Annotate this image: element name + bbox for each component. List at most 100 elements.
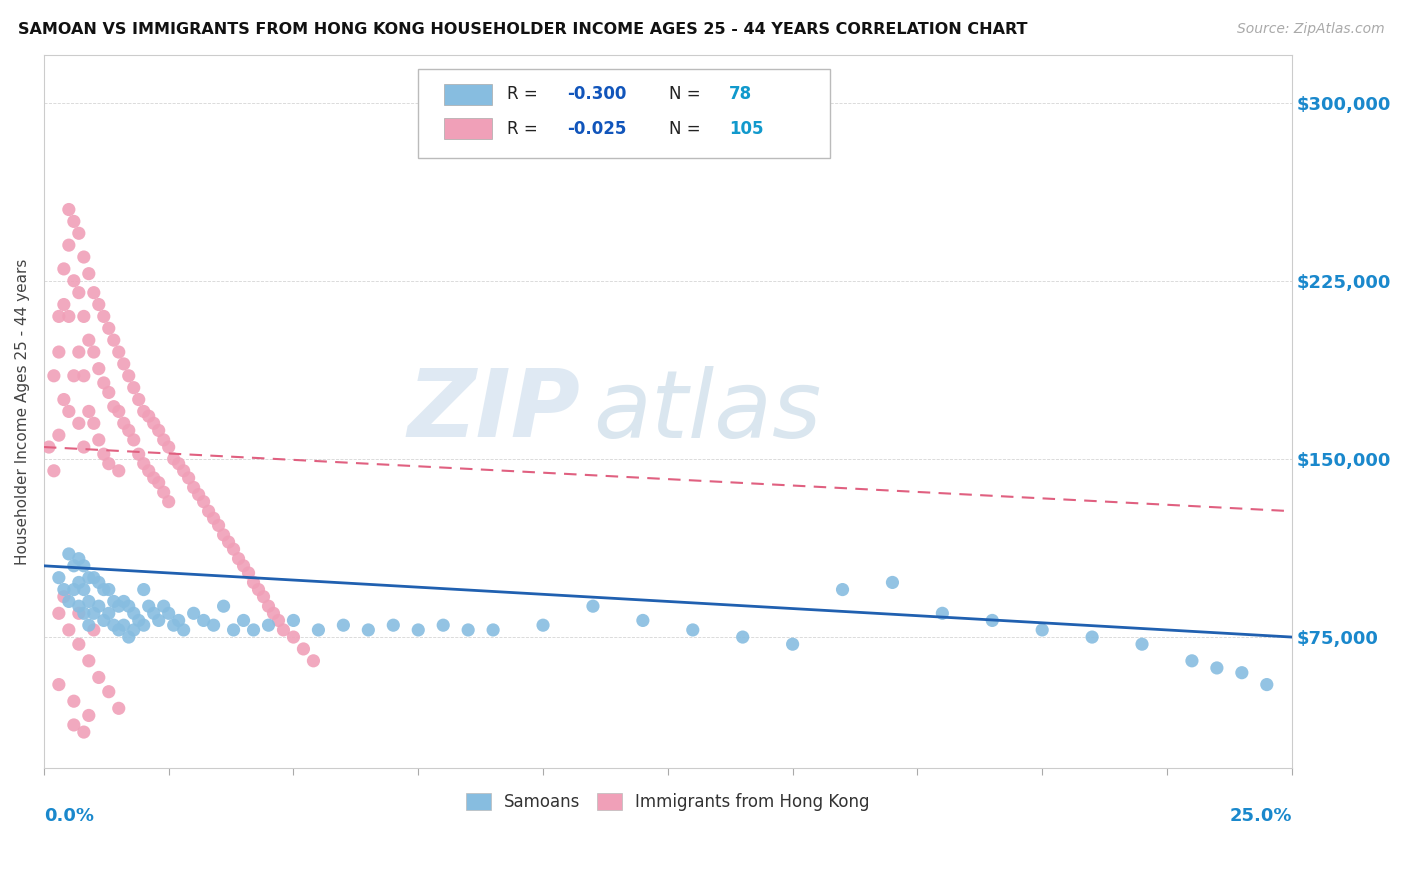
Point xyxy=(58,238,80,252)
Point xyxy=(457,623,479,637)
Point xyxy=(77,594,100,608)
Point xyxy=(67,345,90,359)
Point xyxy=(197,504,219,518)
Point xyxy=(103,400,125,414)
Point xyxy=(1181,654,1204,668)
Point xyxy=(63,274,86,288)
Point xyxy=(183,607,205,621)
Text: 0.0%: 0.0% xyxy=(44,807,94,825)
Point xyxy=(52,392,75,407)
Point xyxy=(67,599,90,614)
Point xyxy=(122,433,145,447)
Point xyxy=(107,345,129,359)
Point xyxy=(142,471,165,485)
Point xyxy=(731,630,754,644)
Point xyxy=(128,614,150,628)
Legend: Samoans, Immigrants from Hong Kong: Samoans, Immigrants from Hong Kong xyxy=(458,787,876,818)
Point xyxy=(122,381,145,395)
Point xyxy=(73,607,96,621)
Point xyxy=(173,464,195,478)
Point xyxy=(882,575,904,590)
Point xyxy=(63,558,86,573)
Point xyxy=(382,618,405,632)
Point xyxy=(132,582,155,597)
Point xyxy=(63,368,86,383)
Point xyxy=(207,518,229,533)
Point xyxy=(93,310,115,324)
Point xyxy=(52,590,75,604)
Point xyxy=(103,594,125,608)
Point xyxy=(107,599,129,614)
Point xyxy=(58,594,80,608)
Point xyxy=(432,618,454,632)
Point xyxy=(232,558,254,573)
Point xyxy=(67,607,90,621)
Point xyxy=(77,654,100,668)
Point xyxy=(232,614,254,628)
Point xyxy=(112,417,135,431)
Point xyxy=(183,480,205,494)
Point xyxy=(302,654,325,668)
Point xyxy=(48,677,70,691)
Point xyxy=(212,528,235,542)
Point xyxy=(247,582,270,597)
Point xyxy=(87,670,110,684)
Point xyxy=(97,321,120,335)
Point xyxy=(97,385,120,400)
Point xyxy=(1081,630,1104,644)
Point xyxy=(93,582,115,597)
Point xyxy=(177,471,200,485)
Text: N =: N = xyxy=(669,86,706,103)
Point xyxy=(73,440,96,454)
Point xyxy=(173,623,195,637)
Point xyxy=(122,607,145,621)
Point xyxy=(107,623,129,637)
Point xyxy=(132,404,155,418)
Point xyxy=(148,475,170,490)
Point xyxy=(148,424,170,438)
Point xyxy=(283,630,305,644)
Point xyxy=(97,582,120,597)
Point xyxy=(257,599,280,614)
Point xyxy=(148,614,170,628)
Point xyxy=(103,333,125,347)
Point xyxy=(73,310,96,324)
Point xyxy=(48,345,70,359)
Point xyxy=(83,345,105,359)
Point xyxy=(1256,677,1278,691)
Point xyxy=(67,227,90,241)
Point xyxy=(67,285,90,300)
Point xyxy=(682,623,704,637)
Point xyxy=(193,614,215,628)
Point xyxy=(97,457,120,471)
Point xyxy=(212,599,235,614)
Point xyxy=(222,623,245,637)
Point xyxy=(77,267,100,281)
Point xyxy=(93,614,115,628)
Point xyxy=(97,607,120,621)
Point xyxy=(132,457,155,471)
Point xyxy=(58,623,80,637)
Point xyxy=(157,494,180,508)
Point xyxy=(83,571,105,585)
Point xyxy=(118,630,141,644)
Point xyxy=(42,368,65,383)
Point xyxy=(631,614,654,628)
FancyBboxPatch shape xyxy=(444,84,492,105)
Point xyxy=(132,618,155,632)
Point xyxy=(67,575,90,590)
Point xyxy=(242,575,264,590)
Point xyxy=(58,404,80,418)
FancyBboxPatch shape xyxy=(444,118,492,139)
Point xyxy=(831,582,853,597)
Point xyxy=(122,623,145,637)
Point xyxy=(103,618,125,632)
Point xyxy=(138,464,160,478)
Point xyxy=(128,392,150,407)
Point xyxy=(292,642,315,657)
Point xyxy=(77,333,100,347)
Point xyxy=(77,618,100,632)
Point xyxy=(58,310,80,324)
Point xyxy=(67,637,90,651)
Text: R =: R = xyxy=(506,120,543,137)
